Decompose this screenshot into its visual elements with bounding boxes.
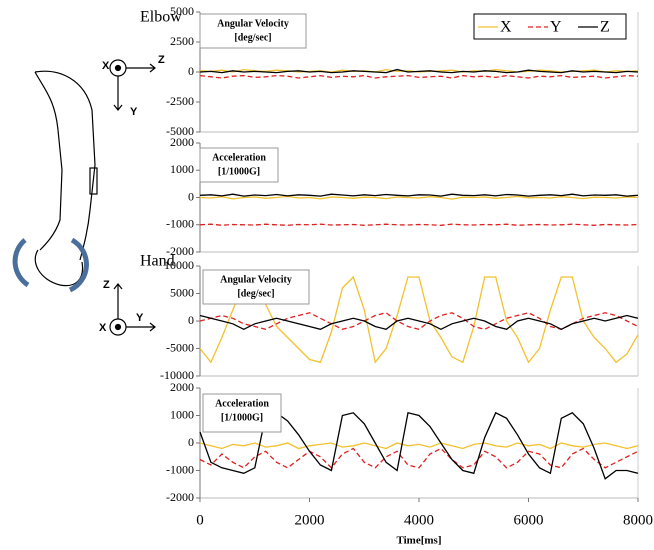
legend: X Y Z bbox=[473, 13, 627, 40]
panel-title: [deg/sec] bbox=[234, 32, 271, 43]
y-tick-label: -5000 bbox=[166, 124, 194, 138]
series-line bbox=[199, 447, 639, 469]
x-tick-label: 2000 bbox=[295, 512, 325, 528]
y-tick-label: -5000 bbox=[166, 340, 194, 354]
series-line bbox=[199, 312, 639, 331]
series-line bbox=[199, 314, 639, 331]
x-tick-label: 4000 bbox=[404, 512, 434, 528]
panel-title: [1/1000G] bbox=[218, 166, 260, 177]
y-tick-label: -1000 bbox=[166, 217, 194, 231]
y-tick-label: 5000 bbox=[170, 4, 194, 18]
legend-label: Y bbox=[550, 19, 562, 36]
y-tick-label: -2500 bbox=[166, 94, 194, 108]
x-tick-label: 8000 bbox=[623, 512, 653, 528]
title-box bbox=[199, 147, 279, 183]
panel-title: Acceleration bbox=[215, 398, 269, 409]
sensor bbox=[89, 167, 98, 195]
axis-arrow bbox=[113, 76, 123, 111]
axis-dot bbox=[114, 323, 122, 331]
axis-letter: X bbox=[99, 322, 107, 334]
y-tick-label: 1000 bbox=[170, 407, 194, 421]
y-tick-label: -2000 bbox=[166, 490, 194, 504]
axis-arrow bbox=[126, 63, 156, 73]
axis-dot bbox=[114, 64, 122, 72]
axis-letter: Y bbox=[136, 312, 144, 324]
title-box bbox=[202, 393, 282, 433]
y-tick-label: -10000 bbox=[160, 368, 194, 382]
hand-outline bbox=[34, 249, 84, 287]
y-tick-label: 0 bbox=[188, 313, 194, 327]
axis-letter: Z bbox=[103, 279, 110, 291]
panel-title: [1/1000G] bbox=[221, 412, 263, 423]
legend-label: Z bbox=[600, 19, 610, 36]
axis-letter: X bbox=[102, 60, 110, 72]
panel-title: Acceleration bbox=[212, 152, 266, 163]
panel-label: Hand bbox=[140, 253, 175, 270]
x-tick-label: 0 bbox=[196, 512, 204, 528]
x-tick-label: 6000 bbox=[514, 512, 544, 528]
y-tick-label: -2000 bbox=[166, 244, 194, 258]
y-tick-label: 0 bbox=[188, 189, 194, 203]
series-line bbox=[199, 195, 639, 200]
y-tick-label: 1000 bbox=[170, 162, 194, 176]
y-tick-label: 0 bbox=[188, 64, 194, 78]
axis-letter: Z bbox=[158, 54, 165, 66]
rotation-arrow bbox=[68, 237, 89, 293]
arm-outline bbox=[34, 71, 63, 251]
arm-outline bbox=[34, 70, 96, 261]
y-tick-label: 2000 bbox=[170, 135, 194, 149]
panel-title: Angular Velocity bbox=[220, 274, 292, 285]
rotation-arrow bbox=[12, 238, 30, 288]
y-tick-label: 5000 bbox=[170, 285, 194, 299]
legend-label: X bbox=[500, 19, 512, 36]
y-tick-label: 0 bbox=[188, 435, 194, 449]
y-tick-label: 10000 bbox=[164, 258, 194, 272]
series-line bbox=[199, 223, 639, 226]
title-box bbox=[199, 13, 307, 49]
axis-letters: X Z Y Z X Y bbox=[99, 54, 165, 334]
series-line bbox=[199, 442, 639, 450]
y-tick-label: 2500 bbox=[170, 34, 194, 48]
panel-title: Angular Velocity bbox=[217, 18, 289, 29]
title-box bbox=[202, 269, 310, 305]
series-line bbox=[199, 193, 639, 197]
y-tick-label: 2000 bbox=[170, 380, 194, 394]
axis-arrow bbox=[113, 283, 123, 319]
axis-letter: Y bbox=[130, 106, 138, 118]
y-tick-label: -1000 bbox=[166, 462, 194, 476]
x-axis-label: Time[ms] bbox=[396, 535, 441, 547]
series-line bbox=[199, 68, 639, 74]
axis-arrow bbox=[126, 322, 156, 332]
legend-box bbox=[473, 13, 627, 40]
panel-title: [deg/sec] bbox=[237, 288, 274, 299]
series-line bbox=[199, 74, 639, 79]
panel-label: Elbow bbox=[140, 9, 182, 26]
arm-diagram bbox=[12, 59, 156, 336]
